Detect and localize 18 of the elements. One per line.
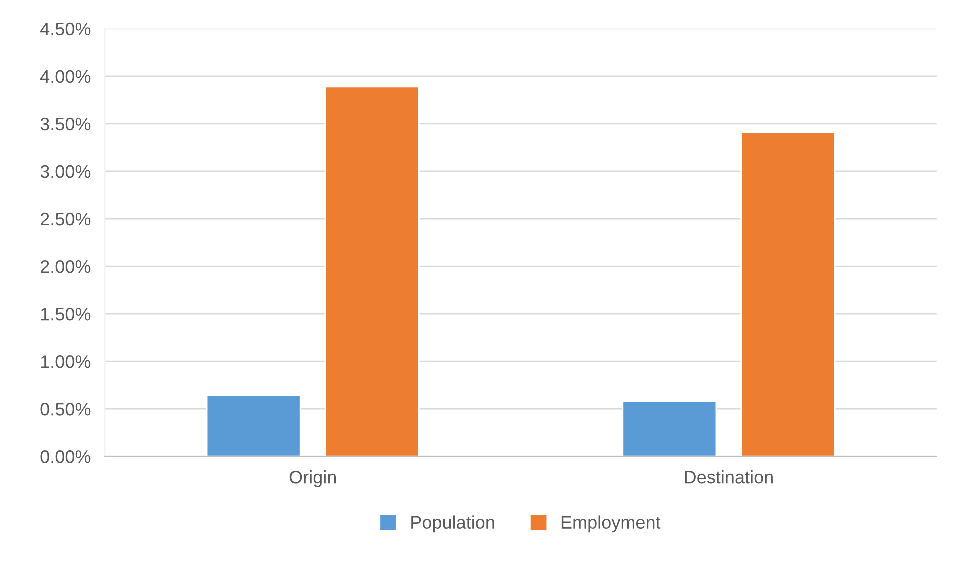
y-tick-label: 1.50% — [41, 308, 91, 321]
bar — [206, 395, 302, 457]
bar — [324, 86, 420, 457]
y-tick-label: 2.50% — [40, 212, 91, 226]
x-tick-label: Origin — [290, 470, 336, 488]
bar — [622, 400, 718, 457]
y-tick-label: 1.00% — [41, 356, 91, 368]
legend-label: Employment — [562, 516, 661, 533]
y-tick-label: 2.00% — [40, 260, 91, 274]
y-tick-label: 4.50% — [40, 22, 91, 36]
y-tick-label: 0.00% — [40, 450, 91, 464]
y-tick-label: 3.50% — [40, 118, 91, 131]
y-tick-label: 3.00% — [40, 165, 91, 178]
legend-label: Population — [412, 516, 494, 533]
bar — [740, 132, 836, 457]
x-tick-label: Destination — [685, 470, 773, 484]
y-tick-label: 4.00% — [40, 70, 91, 84]
y-tick-label: 0.50% — [40, 403, 91, 416]
